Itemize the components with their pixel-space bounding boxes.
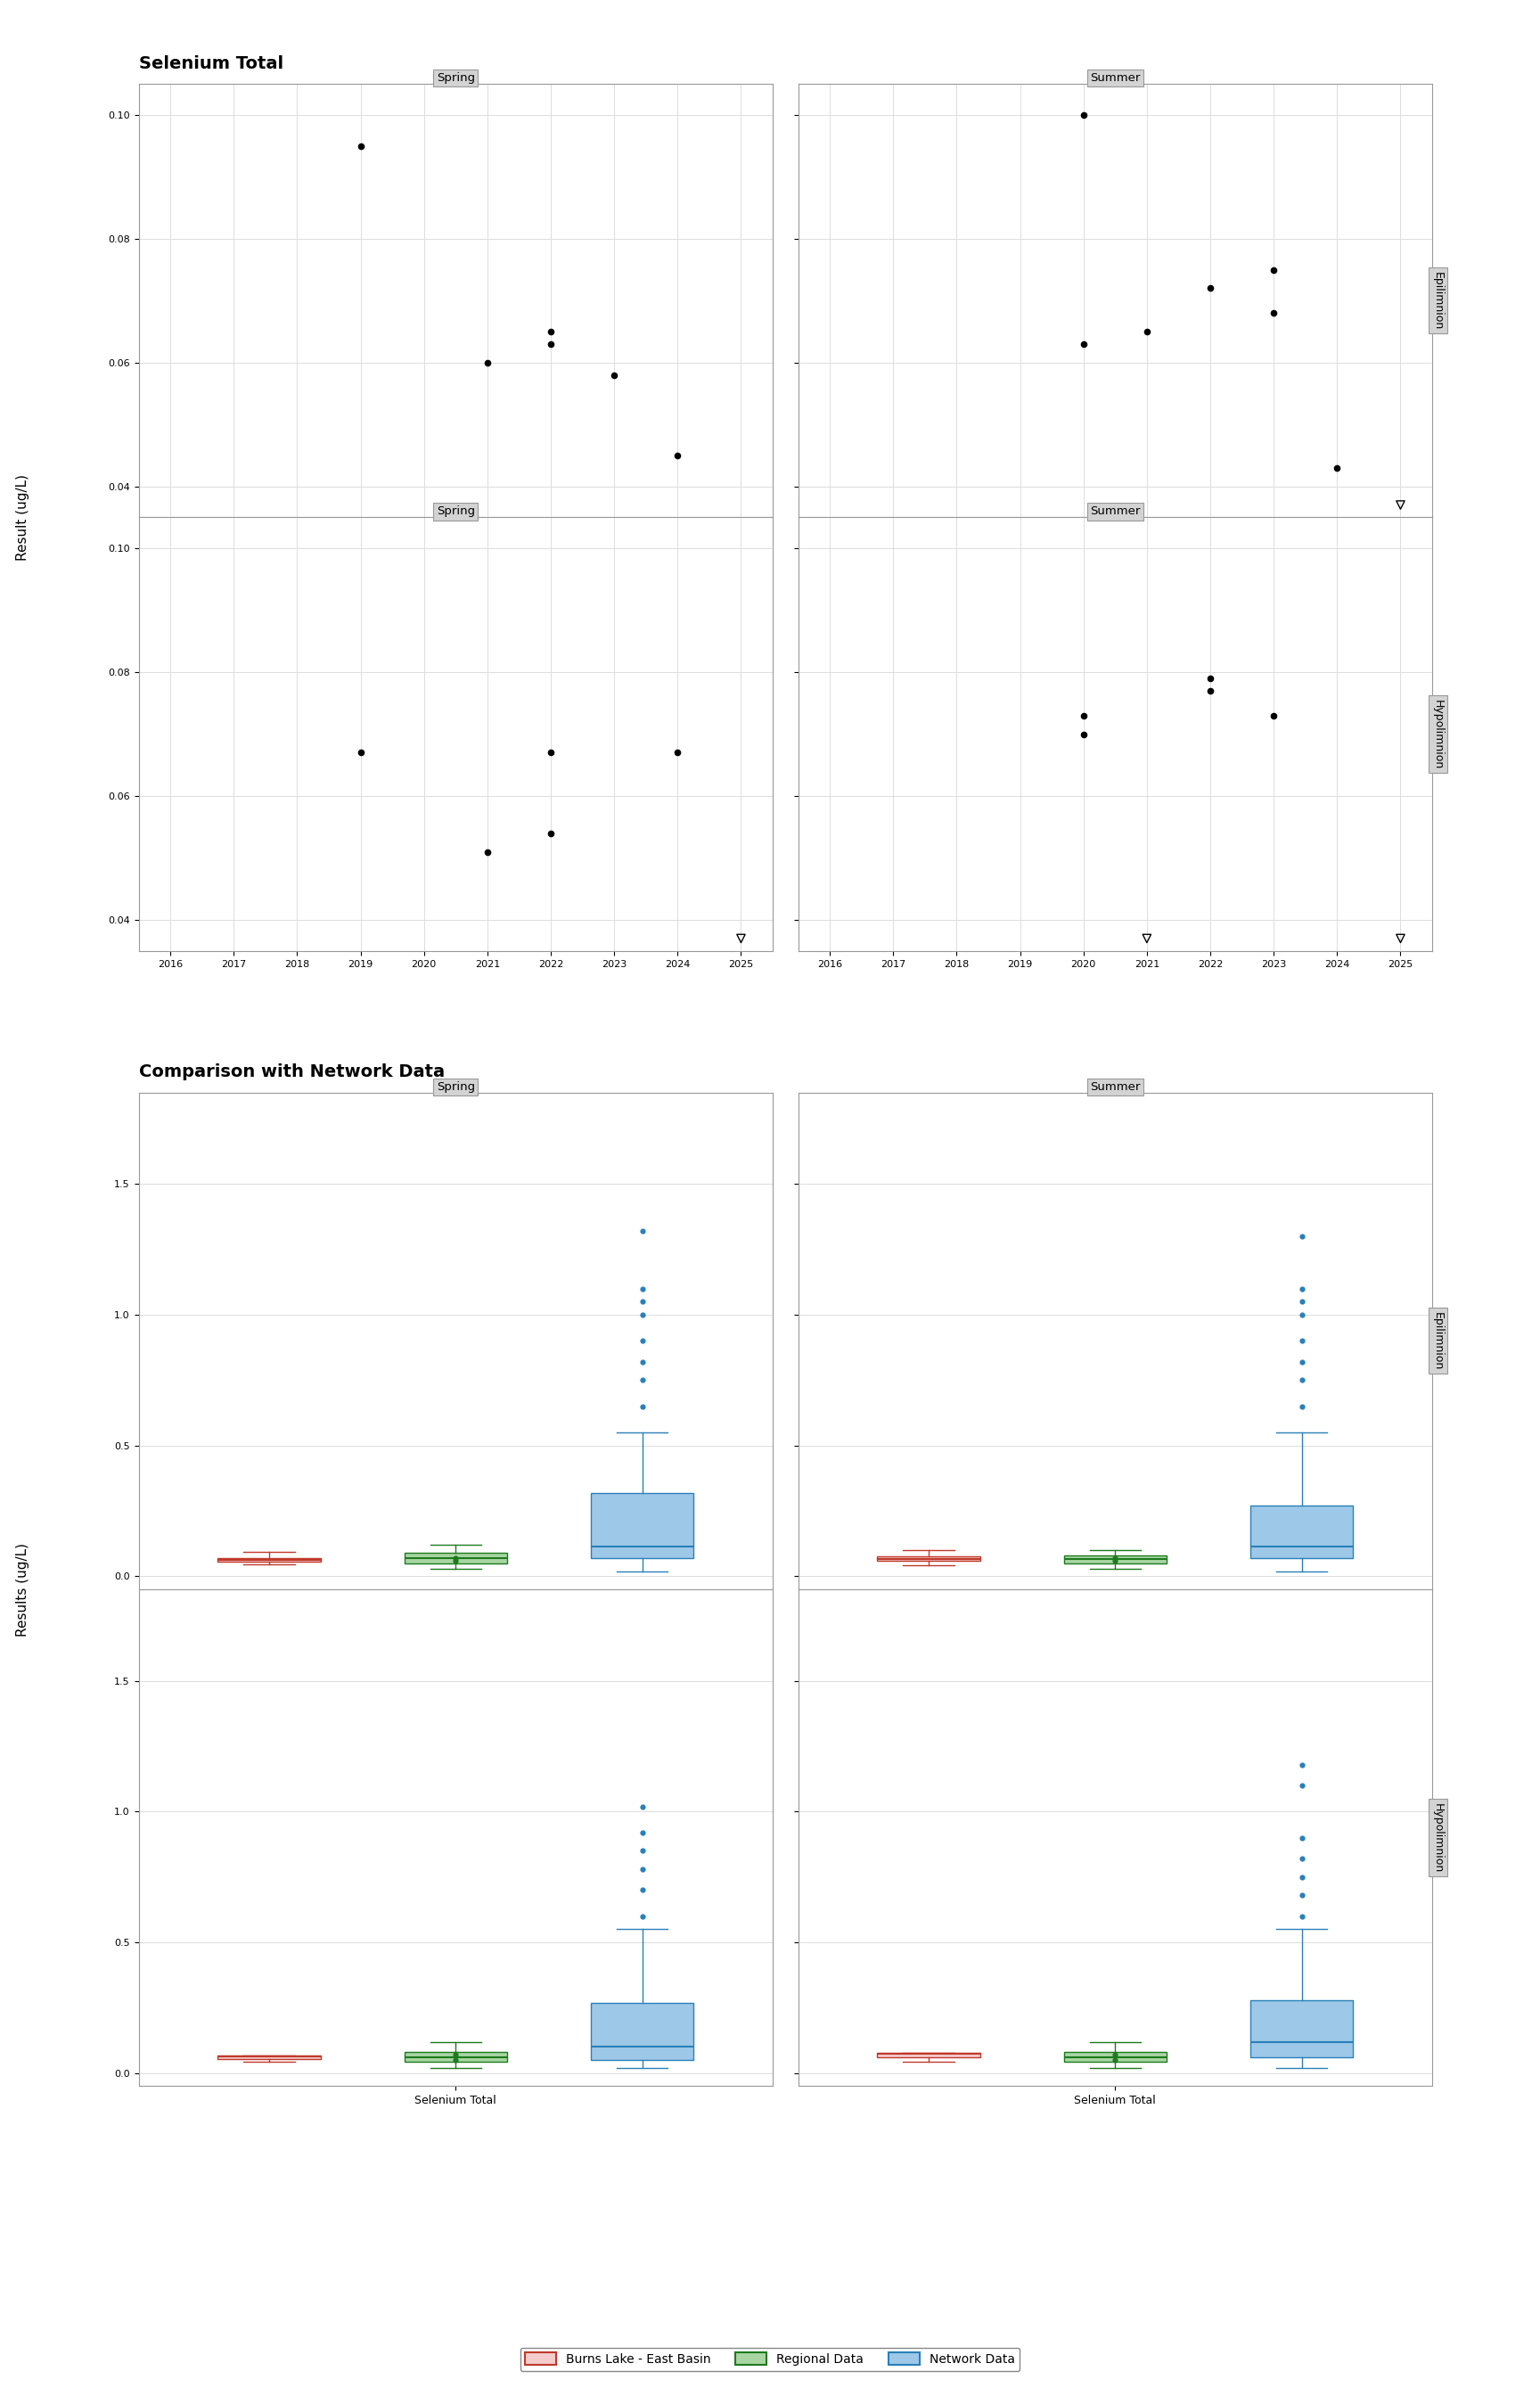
Text: Result (ug/L): Result (ug/L)	[17, 474, 29, 561]
PathPatch shape	[1250, 1505, 1354, 1557]
Point	[1198, 268, 1223, 307]
Point	[1135, 920, 1160, 958]
Point	[728, 920, 753, 958]
Point	[630, 1871, 654, 1910]
Point	[1289, 1361, 1314, 1399]
Text: Selenium Total: Selenium Total	[139, 55, 283, 72]
Point	[1289, 1217, 1314, 1256]
Text: Summer: Summer	[1090, 1081, 1140, 1093]
Point	[1289, 1323, 1314, 1361]
Point	[630, 1814, 654, 1852]
Point	[630, 1282, 654, 1320]
Point	[474, 343, 499, 381]
Point	[1289, 1876, 1314, 1914]
Point	[1261, 697, 1286, 736]
Point	[1289, 1766, 1314, 1804]
Point	[539, 326, 564, 364]
Point	[1135, 311, 1160, 350]
Point	[630, 1212, 654, 1251]
Text: Spring: Spring	[436, 1081, 474, 1093]
Point	[1289, 1296, 1314, 1335]
Legend: Burns Lake - East Basin, Regional Data, Network Data: Burns Lake - East Basin, Regional Data, …	[521, 2348, 1019, 2370]
Point	[630, 1270, 654, 1308]
PathPatch shape	[878, 1557, 979, 1560]
Point	[444, 2041, 468, 2080]
Point	[1289, 1857, 1314, 1895]
Point	[1103, 2041, 1127, 2080]
Point	[630, 1361, 654, 1399]
PathPatch shape	[405, 2053, 507, 2061]
Point	[1289, 1840, 1314, 1878]
Point	[1103, 2037, 1127, 2075]
Point	[444, 1541, 468, 1579]
Text: Summer: Summer	[1090, 506, 1140, 518]
Point	[1072, 714, 1096, 752]
PathPatch shape	[1064, 1555, 1166, 1562]
Point	[1072, 326, 1096, 364]
Text: Hypolimnion: Hypolimnion	[1432, 1802, 1445, 1874]
Point	[1289, 1387, 1314, 1426]
Point	[630, 1323, 654, 1361]
Point	[1072, 96, 1096, 134]
Point	[1289, 1282, 1314, 1320]
Point	[1289, 1744, 1314, 1783]
Point	[630, 1831, 654, 1869]
PathPatch shape	[405, 1553, 507, 1562]
Text: Results (ug/L): Results (ug/L)	[17, 1543, 29, 1636]
Point	[444, 1538, 468, 1577]
PathPatch shape	[217, 1557, 320, 1562]
Text: Epilimnion: Epilimnion	[1432, 271, 1445, 331]
Point	[348, 127, 373, 165]
Point	[1198, 671, 1223, 709]
Point	[1289, 1270, 1314, 1308]
Point	[1289, 1898, 1314, 1936]
Point	[1072, 697, 1096, 736]
Point	[539, 815, 564, 853]
Point	[630, 1387, 654, 1426]
PathPatch shape	[878, 2053, 979, 2058]
Text: Spring: Spring	[436, 506, 474, 518]
Point	[1289, 1819, 1314, 1857]
Point	[630, 1787, 654, 1826]
PathPatch shape	[1064, 2053, 1166, 2061]
PathPatch shape	[1250, 2001, 1354, 2058]
Text: Epilimnion: Epilimnion	[1432, 1313, 1445, 1371]
PathPatch shape	[591, 2003, 693, 2061]
Text: Spring: Spring	[436, 72, 474, 84]
Point	[630, 1898, 654, 1936]
PathPatch shape	[217, 2056, 320, 2061]
Point	[1324, 448, 1349, 486]
Point	[665, 436, 690, 474]
Point	[1103, 1541, 1127, 1579]
Point	[1388, 486, 1412, 525]
Text: Comparison with Network Data: Comparison with Network Data	[139, 1064, 445, 1081]
Point	[665, 733, 690, 772]
Point	[1198, 659, 1223, 697]
Point	[348, 733, 373, 772]
Point	[474, 834, 499, 872]
Point	[1261, 252, 1286, 290]
Text: Summer: Summer	[1090, 72, 1140, 84]
Point	[1103, 1538, 1127, 1577]
Point	[602, 355, 627, 393]
Point	[630, 1850, 654, 1888]
Point	[1261, 295, 1286, 333]
PathPatch shape	[591, 1493, 693, 1557]
Point	[630, 1296, 654, 1335]
Point	[1388, 920, 1412, 958]
Text: Hypolimnion: Hypolimnion	[1432, 700, 1445, 769]
Point	[1289, 1342, 1314, 1380]
Point	[630, 1342, 654, 1380]
Point	[539, 733, 564, 772]
Point	[444, 2037, 468, 2075]
Point	[539, 311, 564, 350]
